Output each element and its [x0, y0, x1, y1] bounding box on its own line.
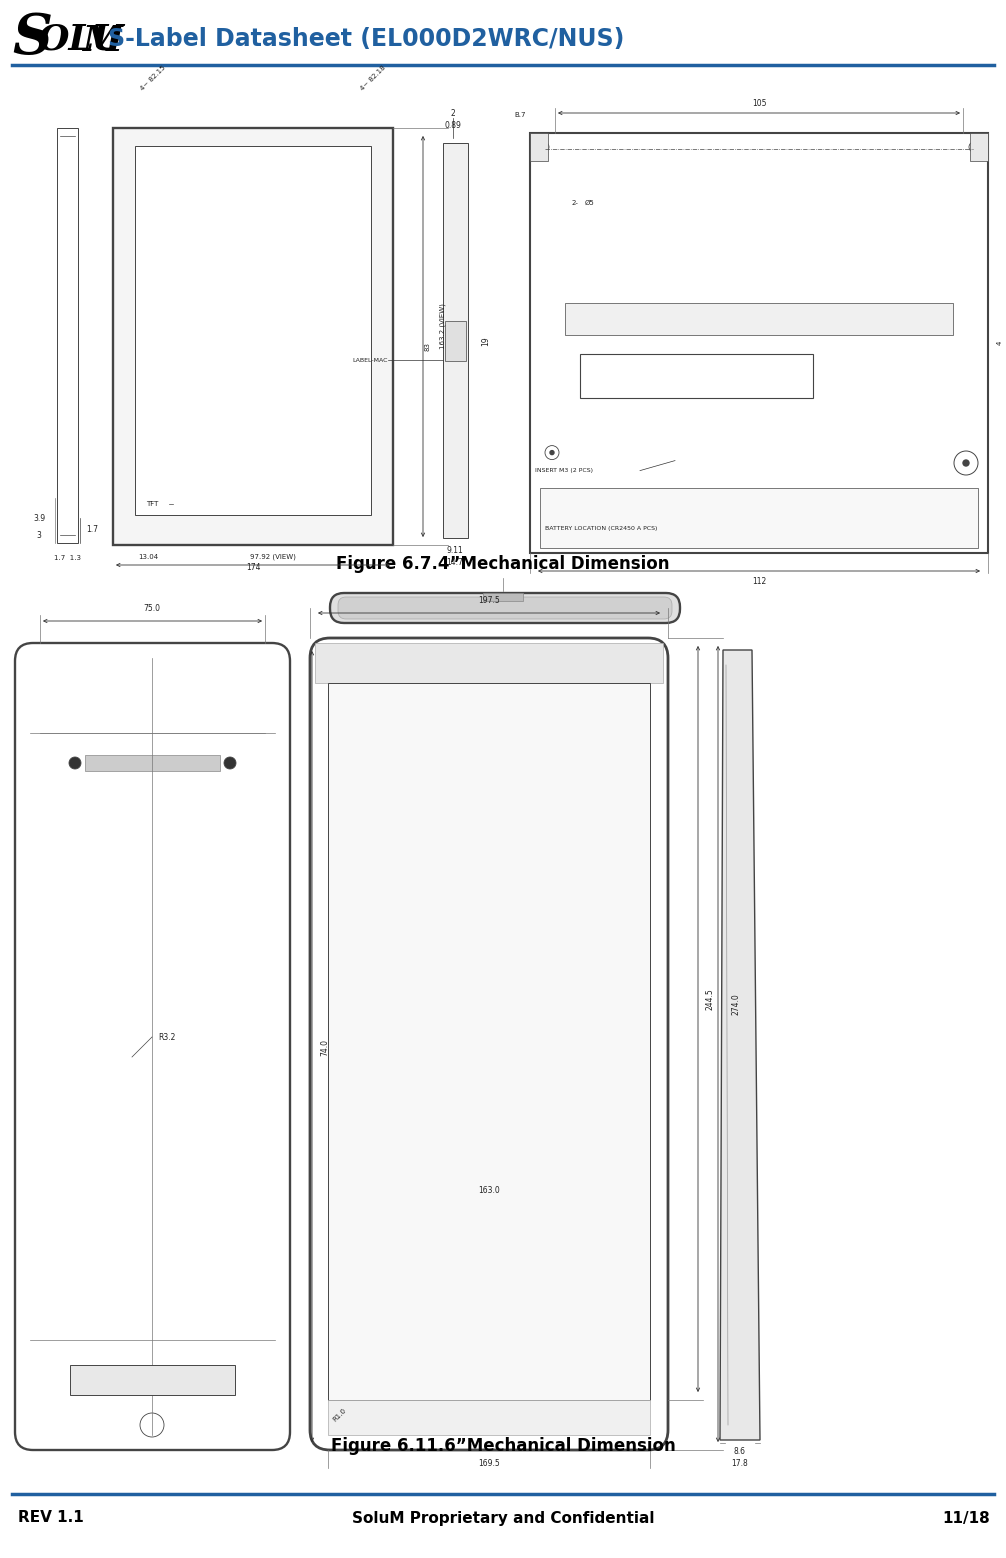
Bar [565, 302, 953, 335]
Circle shape [542, 145, 546, 150]
Bar [530, 132, 988, 553]
Circle shape [972, 145, 976, 150]
Text: S: S [12, 11, 52, 65]
FancyBboxPatch shape [330, 594, 680, 623]
FancyBboxPatch shape [310, 637, 668, 1450]
Text: R1.0: R1.0 [332, 1407, 348, 1422]
Text: 1.7: 1.7 [86, 525, 98, 533]
Text: 14.7: 14.7 [447, 558, 464, 567]
Bar [443, 143, 468, 538]
Text: SoluM Proprietary and Confidential: SoluM Proprietary and Confidential [352, 1511, 654, 1525]
Text: 3.9: 3.9 [33, 514, 45, 522]
Bar [113, 128, 393, 545]
Text: REV 1.1: REV 1.1 [18, 1511, 83, 1525]
Bar [57, 128, 78, 544]
Bar [328, 1401, 650, 1435]
Text: 75.0: 75.0 [144, 603, 161, 612]
FancyBboxPatch shape [338, 597, 672, 619]
FancyBboxPatch shape [15, 643, 290, 1450]
Bar [328, 682, 650, 1401]
Bar [173, 492, 333, 516]
Circle shape [69, 757, 81, 770]
Text: 4~ 82.15: 4~ 82.15 [140, 64, 167, 92]
Text: 4~ 82.18: 4~ 82.18 [359, 64, 386, 92]
Bar [445, 321, 466, 361]
Bar [530, 132, 548, 160]
Bar [483, 594, 523, 601]
Text: 83: 83 [425, 343, 431, 351]
Bar [315, 643, 663, 682]
Text: Figure 6.7.4”Mechanical Dimension: Figure 6.7.4”Mechanical Dimension [336, 555, 670, 573]
Text: 97.92 (VIEW): 97.92 (VIEW) [250, 553, 296, 561]
Text: 274.0: 274.0 [731, 992, 740, 1014]
Circle shape [224, 757, 236, 770]
Text: 8.6: 8.6 [734, 1447, 746, 1457]
Text: OLU: OLU [38, 22, 125, 56]
Text: 0.89: 0.89 [445, 120, 462, 129]
Text: B.7: B.7 [514, 112, 526, 118]
Text: 1.7  1.3: 1.7 1.3 [54, 555, 81, 561]
Text: INSERT M3 (2 PCS): INSERT M3 (2 PCS) [535, 467, 593, 474]
Bar [135, 146, 371, 516]
Text: 105: 105 [751, 98, 767, 108]
Text: 2-: 2- [571, 199, 578, 206]
Text: LABEL-MAC: LABEL-MAC [352, 358, 388, 363]
Text: 244.5: 244.5 [705, 988, 714, 1010]
Text: TFT: TFT [146, 502, 158, 506]
Text: M: M [82, 23, 122, 58]
Text: Ø5: Ø5 [585, 199, 595, 206]
Text: R3.2: R3.2 [158, 1033, 176, 1041]
Text: 11/18: 11/18 [943, 1511, 990, 1525]
Polygon shape [720, 650, 760, 1440]
Text: 163.0: 163.0 [478, 1186, 500, 1195]
Bar [580, 354, 813, 397]
Text: 2: 2 [451, 109, 456, 117]
Text: 169.5: 169.5 [478, 1460, 500, 1469]
Circle shape [963, 460, 969, 466]
Text: 163.2 (VIEW): 163.2 (VIEW) [440, 304, 447, 349]
Text: 174: 174 [245, 562, 261, 572]
Text: 112: 112 [751, 576, 767, 586]
Text: 13.04: 13.04 [138, 555, 158, 559]
Text: 9.11: 9.11 [447, 545, 464, 555]
Text: 3: 3 [36, 531, 41, 539]
Circle shape [550, 450, 554, 455]
Text: Figure 6.11.6”Mechanical Dimension: Figure 6.11.6”Mechanical Dimension [331, 1436, 675, 1455]
Bar [70, 1365, 235, 1394]
Bar [85, 756, 220, 771]
Bar [970, 132, 988, 160]
Text: 74.0: 74.0 [321, 1039, 330, 1055]
Text: 197.5: 197.5 [478, 595, 500, 605]
Text: S-Label Datasheet (EL000D2WRC/NUS): S-Label Datasheet (EL000D2WRC/NUS) [108, 26, 625, 51]
Bar [540, 488, 978, 548]
Text: 19: 19 [482, 337, 491, 346]
Text: 4: 4 [997, 341, 1003, 346]
Text: 17.8: 17.8 [731, 1460, 748, 1469]
Text: BATTERY LOCATION (CR2450 A PCS): BATTERY LOCATION (CR2450 A PCS) [545, 525, 657, 531]
